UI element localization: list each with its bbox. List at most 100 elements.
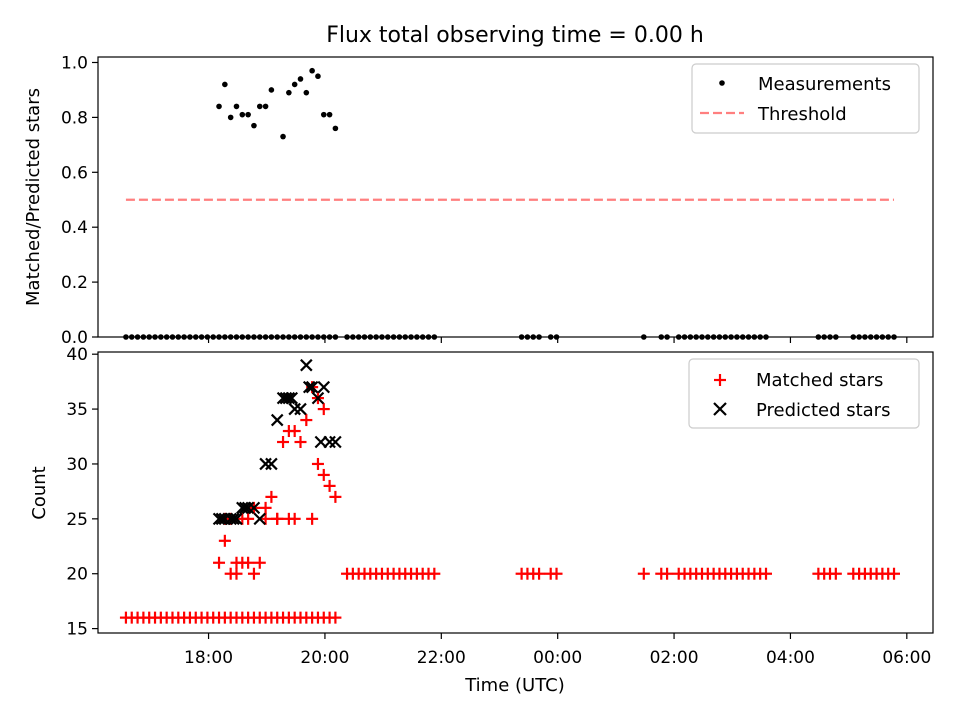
ratio-panel-frame xyxy=(97,56,934,338)
x-tick-label: 00:00 xyxy=(533,648,582,668)
matched-star-point xyxy=(317,468,330,481)
count-y-ticks: 15 20 25 30 35 40 xyxy=(66,345,98,640)
count-legend: Matched stars Predicted stars xyxy=(688,358,920,429)
predicted-star-point xyxy=(311,391,325,405)
x-tick-label: 18:00 xyxy=(184,648,233,668)
matched-star-point xyxy=(259,512,272,525)
predicted-star-point xyxy=(265,457,278,471)
predicted-star-point xyxy=(317,380,331,394)
matched-star-point xyxy=(311,457,324,470)
matched-star-point xyxy=(294,436,307,449)
measurement-point xyxy=(256,103,263,110)
ratio-y-ticks: 0.0 0.2 0.4 0.6 0.8 1.0 xyxy=(61,53,98,348)
matched-star-point xyxy=(213,556,226,569)
measurement-point xyxy=(251,122,257,129)
matched-star-point xyxy=(329,611,342,624)
matched-star-point xyxy=(247,567,260,580)
matched-star-point xyxy=(218,534,231,547)
measurement-point xyxy=(320,111,327,118)
predicted-star-point xyxy=(238,501,252,515)
matched-star-point xyxy=(306,512,319,525)
matched-star-point xyxy=(637,567,650,580)
chart-title: Flux total observing time = 0.00 h xyxy=(326,23,704,48)
matched-star-point xyxy=(242,556,255,569)
measurement-point xyxy=(280,133,286,140)
matched-star-point xyxy=(265,490,278,503)
measurement-point xyxy=(332,125,339,132)
matched-star-point xyxy=(323,479,336,492)
predicted-star-point xyxy=(329,435,342,449)
y-tick-label: 35 xyxy=(66,400,88,420)
predicted-star-point xyxy=(253,512,267,526)
y-tick-label: 20 xyxy=(66,565,88,585)
matched-star-point xyxy=(277,436,290,449)
matched-star-point xyxy=(428,567,441,580)
ratio-legend-frame xyxy=(691,63,920,134)
count-x-ticks: 18:00 20:00 22:00 00:00 02:00 04:00 06:00 xyxy=(184,633,931,668)
y-tick-label: 25 xyxy=(66,510,88,530)
x-tick-label: 20:00 xyxy=(300,648,349,668)
matched-star-point xyxy=(661,567,674,580)
predicted-stars-legend-label: Predicted stars xyxy=(756,400,890,421)
x-axis-label: Time (UTC) xyxy=(464,675,565,696)
count-y-axis-label: Count xyxy=(29,466,50,519)
measurement-point xyxy=(309,67,315,74)
predicted-star-point xyxy=(230,512,243,526)
matched-star-point xyxy=(300,414,313,427)
measurement-point xyxy=(286,89,292,96)
measurement-point xyxy=(262,103,269,110)
y-tick-label: 0.0 xyxy=(61,328,88,348)
count-legend-frame xyxy=(688,358,920,429)
y-tick-label: 0.2 xyxy=(61,273,88,293)
measurement-point xyxy=(233,103,240,110)
x-tick-label: 04:00 xyxy=(766,648,815,668)
y-tick-label: 0.4 xyxy=(61,218,88,238)
y-tick-label: 0.6 xyxy=(61,163,88,183)
x-tick-label: 06:00 xyxy=(882,648,931,668)
matched-star-point xyxy=(550,567,563,580)
y-tick-label: 1.0 xyxy=(61,53,88,73)
measurement-point xyxy=(297,76,304,82)
measurement-point xyxy=(315,73,321,80)
matched-star-point xyxy=(288,512,301,525)
predicted-star-point xyxy=(215,512,229,526)
measurement-point xyxy=(326,111,333,118)
measurement-point xyxy=(227,114,234,121)
y-tick-label: 30 xyxy=(66,455,88,475)
y-tick-label: 0.8 xyxy=(61,108,88,128)
y-tick-label: 15 xyxy=(66,620,88,640)
matched-star-point xyxy=(259,501,272,514)
measurement-point xyxy=(291,81,298,88)
measurements-legend-label: Measurements xyxy=(758,74,891,95)
matched-stars-legend-label: Matched stars xyxy=(756,370,883,391)
measurement-point xyxy=(222,81,228,88)
predicted-star-points xyxy=(212,358,342,526)
matched-star-point xyxy=(253,556,266,569)
matched-star-point xyxy=(329,490,342,503)
predicted-star-point xyxy=(285,391,299,405)
predicted-star-point xyxy=(302,380,316,394)
threshold-legend-label: Threshold xyxy=(757,104,847,125)
matched-star-point xyxy=(888,567,901,580)
measurement-point xyxy=(303,89,310,96)
measurement-points xyxy=(123,67,897,340)
count-panel-frame xyxy=(97,351,934,634)
matched-star-point xyxy=(271,512,284,525)
matched-star-point xyxy=(533,567,546,580)
ratio-legend: Measurements Threshold xyxy=(691,63,920,134)
count-panel: 15 20 25 30 35 40 18:00 20:00 22:00 00:00 02:00 04… xyxy=(29,345,934,696)
matched-star-point xyxy=(760,567,772,580)
matched-star-points xyxy=(119,381,901,624)
matched-star-point xyxy=(317,403,330,416)
predicted-star-point xyxy=(282,391,296,405)
matched-star-point xyxy=(230,567,243,580)
measurement-point xyxy=(268,87,275,93)
measurement-point xyxy=(245,111,251,118)
ratio-y-axis-label: Matched/Predicted stars xyxy=(23,88,44,306)
x-tick-label: 02:00 xyxy=(650,648,699,668)
predicted-star-point xyxy=(314,435,328,449)
matched-star-point xyxy=(288,425,301,438)
x-tick-label: 22:00 xyxy=(417,648,466,668)
y-tick-label: 40 xyxy=(66,345,88,365)
